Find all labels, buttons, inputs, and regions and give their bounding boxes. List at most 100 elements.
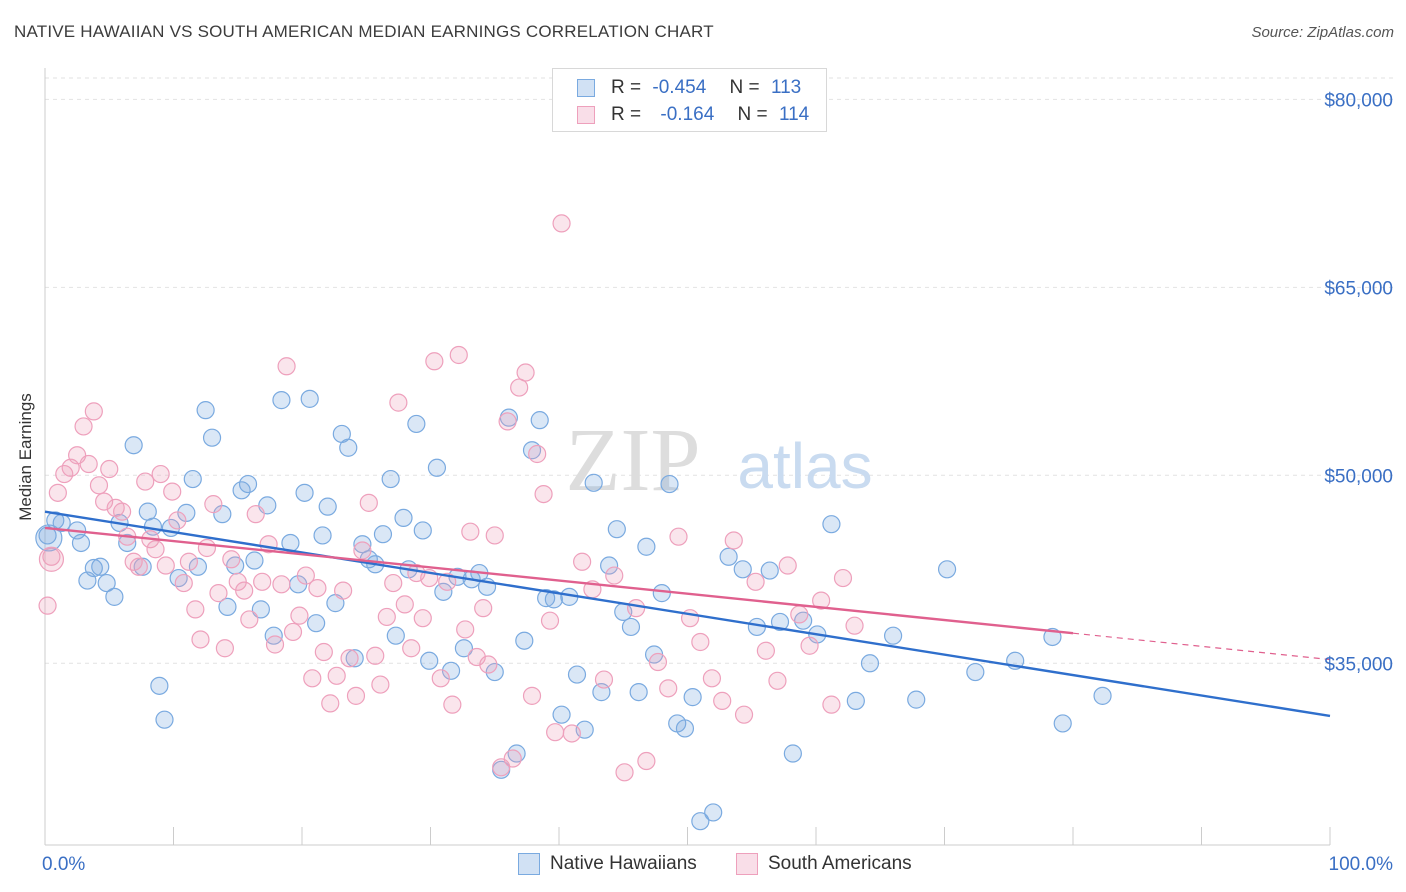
- legend-label: South Americans: [768, 853, 912, 874]
- point-native-hawaiian: [307, 614, 326, 633]
- point-south-american: [129, 557, 148, 576]
- point-native-hawaiian: [105, 587, 124, 606]
- point-native-hawaiian: [607, 520, 626, 539]
- point-native-hawaiian: [822, 515, 841, 534]
- stats-legend: R = -0.454 N = 113 R = -0.164 N = 114: [552, 68, 827, 132]
- point-native-hawaiian: [272, 391, 291, 410]
- point-native-hawaiian: [91, 557, 110, 576]
- point-south-american: [321, 694, 340, 713]
- point-south-american: [346, 686, 366, 705]
- point-native-hawaiian: [567, 665, 587, 684]
- point-south-american: [734, 705, 754, 724]
- point-south-american: [626, 599, 646, 618]
- point-south-american: [425, 352, 444, 371]
- point-south-american: [84, 402, 103, 421]
- point-south-american: [562, 724, 581, 743]
- point-south-american: [594, 670, 614, 689]
- point-native-hawaiian: [345, 649, 364, 668]
- point-native-hawaiian: [202, 428, 222, 447]
- point-south-american: [479, 655, 498, 674]
- point-native-hawaiian: [413, 521, 432, 540]
- point-south-american: [272, 575, 291, 594]
- point-south-american: [402, 639, 421, 658]
- point-native-hawaiian: [251, 600, 270, 619]
- y-tick-label: $80,000: [1324, 90, 1393, 111]
- point-native-hawaiian: [783, 744, 802, 763]
- point-native-hawaiian: [552, 705, 571, 724]
- point-native-hawaiian: [183, 469, 202, 489]
- point-south-american: [240, 610, 259, 629]
- point-south-american: [659, 679, 678, 698]
- point-native-hawaiian: [295, 483, 314, 502]
- point-native-hawaiian: [537, 589, 556, 608]
- point-south-american: [756, 641, 775, 660]
- point-native-hawaiian: [218, 597, 237, 616]
- point-south-american: [308, 578, 327, 598]
- point-south-american: [516, 363, 535, 382]
- point-native-hawaiian: [138, 502, 157, 521]
- point-south-american: [156, 556, 175, 575]
- point-south-american: [124, 552, 143, 571]
- point-native-hawaiian: [133, 557, 152, 576]
- point-native-hawaiian: [485, 662, 504, 682]
- tick-labels: $35,000 $50,000 $65,000 $80,000 0.0% 100.0%: [42, 90, 1393, 875]
- x-tick-label: 100.0%: [1329, 854, 1394, 875]
- trend-lines: [44, 510, 1331, 718]
- trend-line-native-hawaiians: [44, 510, 1331, 718]
- point-south-american: [461, 522, 480, 541]
- point-south-american: [334, 581, 353, 600]
- point-native-hawaiian: [313, 526, 332, 545]
- point-south-american: [48, 483, 67, 502]
- point-south-american: [74, 417, 93, 436]
- point-south-american: [215, 639, 234, 658]
- point-south-american: [303, 669, 322, 688]
- point-south-american: [327, 666, 346, 685]
- legend-swatch-blue: [577, 79, 595, 97]
- point-native-hawaiian: [213, 505, 232, 524]
- point-south-american: [528, 444, 547, 464]
- point-native-hawaiian: [637, 537, 656, 556]
- point-south-american: [605, 566, 624, 585]
- point-south-american-large: [38, 546, 65, 572]
- y-tick-label: $35,000: [1324, 654, 1393, 675]
- point-south-american: [112, 502, 132, 521]
- point-south-american: [253, 572, 272, 591]
- point-native-hawaiian: [386, 626, 405, 645]
- point-native-hawaiian: [629, 683, 648, 702]
- point-native-hawaiian: [427, 458, 447, 477]
- legend-label: Native Hawaiians: [550, 853, 697, 874]
- point-native-hawaiian: [660, 474, 679, 494]
- point-native-hawaiian: [883, 626, 903, 645]
- point-south-american: [89, 476, 109, 495]
- point-south-american: [340, 649, 359, 668]
- point-native-hawaiian: [1093, 686, 1112, 705]
- point-native-hawaiian: [169, 568, 188, 588]
- point-south-american: [191, 630, 210, 649]
- point-south-american: [136, 472, 155, 491]
- point-native-hawaiian: [544, 590, 563, 609]
- legend-r-value: -0.164: [660, 104, 715, 125]
- point-native-hawaiian: [434, 582, 453, 601]
- point-native-hawaiian: [846, 691, 865, 710]
- point-south-american: [146, 540, 165, 559]
- point-south-american: [800, 636, 819, 655]
- point-native-hawaiian: [381, 469, 400, 489]
- point-south-american: [79, 454, 98, 474]
- grid-lines: [45, 77, 1393, 664]
- point-south-american: [456, 620, 475, 639]
- point-south-american: [174, 573, 193, 593]
- point-south-american: [648, 652, 668, 672]
- watermark-atlas: atlas: [737, 430, 872, 502]
- point-native-hawaiian: [621, 617, 641, 637]
- point-south-american: [702, 669, 722, 688]
- point-native-hawaiian: [38, 526, 57, 545]
- point-south-american: [209, 584, 228, 603]
- point-south-american: [498, 412, 517, 431]
- legend-r-label: R =: [611, 77, 642, 98]
- point-south-american: [163, 482, 182, 501]
- point-south-american: [384, 573, 403, 593]
- legend-n-value: 114: [778, 104, 810, 125]
- y-tick-label: $65,000: [1324, 278, 1393, 299]
- legend-n-value: 113: [770, 77, 802, 98]
